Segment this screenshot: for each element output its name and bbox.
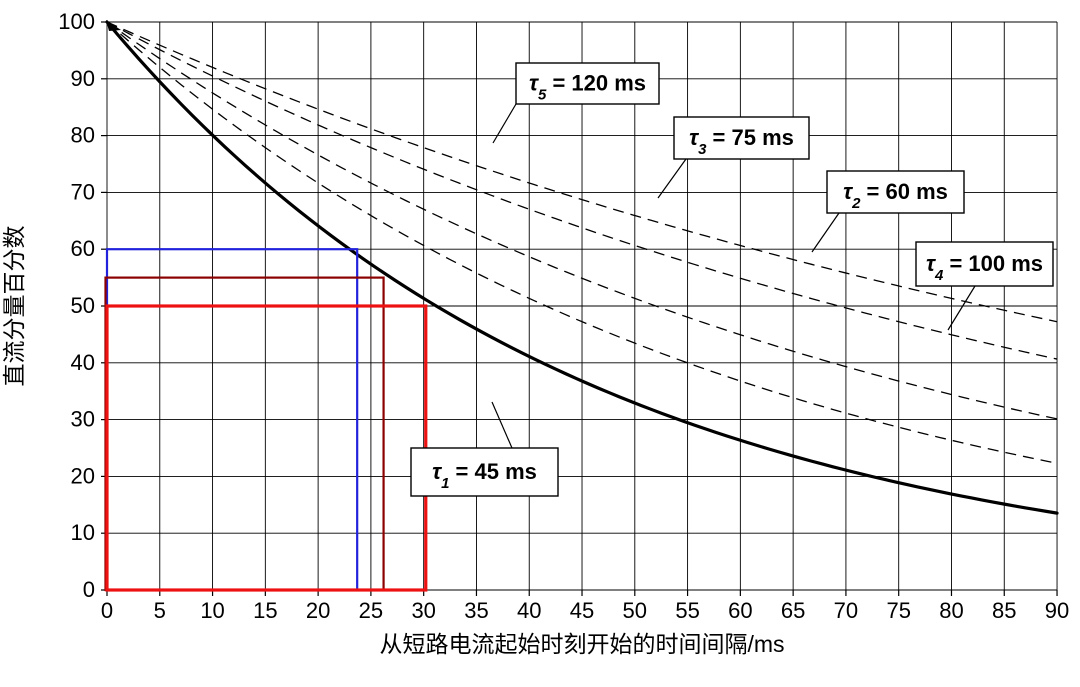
svg-text:15: 15 [253,598,277,623]
svg-text:80: 80 [71,123,95,148]
svg-text:35: 35 [464,598,488,623]
svg-text:60: 60 [71,236,95,261]
svg-text:0: 0 [101,598,113,623]
svg-text:0: 0 [83,577,95,602]
svg-text:90: 90 [71,66,95,91]
svg-text:50: 50 [623,598,647,623]
svg-text:直流分量百分数: 直流分量百分数 [1,226,27,387]
svg-text:85: 85 [992,598,1016,623]
svg-text:55: 55 [675,598,699,623]
svg-text:75: 75 [886,598,910,623]
svg-text:5: 5 [154,598,166,623]
svg-text:10: 10 [71,520,95,545]
svg-text:10: 10 [200,598,224,623]
svg-text:20: 20 [306,598,330,623]
svg-text:80: 80 [939,598,963,623]
svg-text:90: 90 [1045,598,1069,623]
svg-text:30: 30 [411,598,435,623]
svg-text:100: 100 [58,9,95,34]
svg-text:20: 20 [71,463,95,488]
svg-text:30: 30 [71,407,95,432]
svg-text:70: 70 [71,179,95,204]
svg-text:70: 70 [834,598,858,623]
svg-text:40: 40 [71,350,95,375]
svg-text:从短路电流起始时刻开始的时间间隔/ms: 从短路电流起始时刻开始的时间间隔/ms [379,631,784,657]
svg-text:25: 25 [359,598,383,623]
svg-text:40: 40 [517,598,541,623]
svg-text:65: 65 [781,598,805,623]
svg-text:60: 60 [728,598,752,623]
svg-text:45: 45 [570,598,594,623]
svg-text:50: 50 [71,293,95,318]
